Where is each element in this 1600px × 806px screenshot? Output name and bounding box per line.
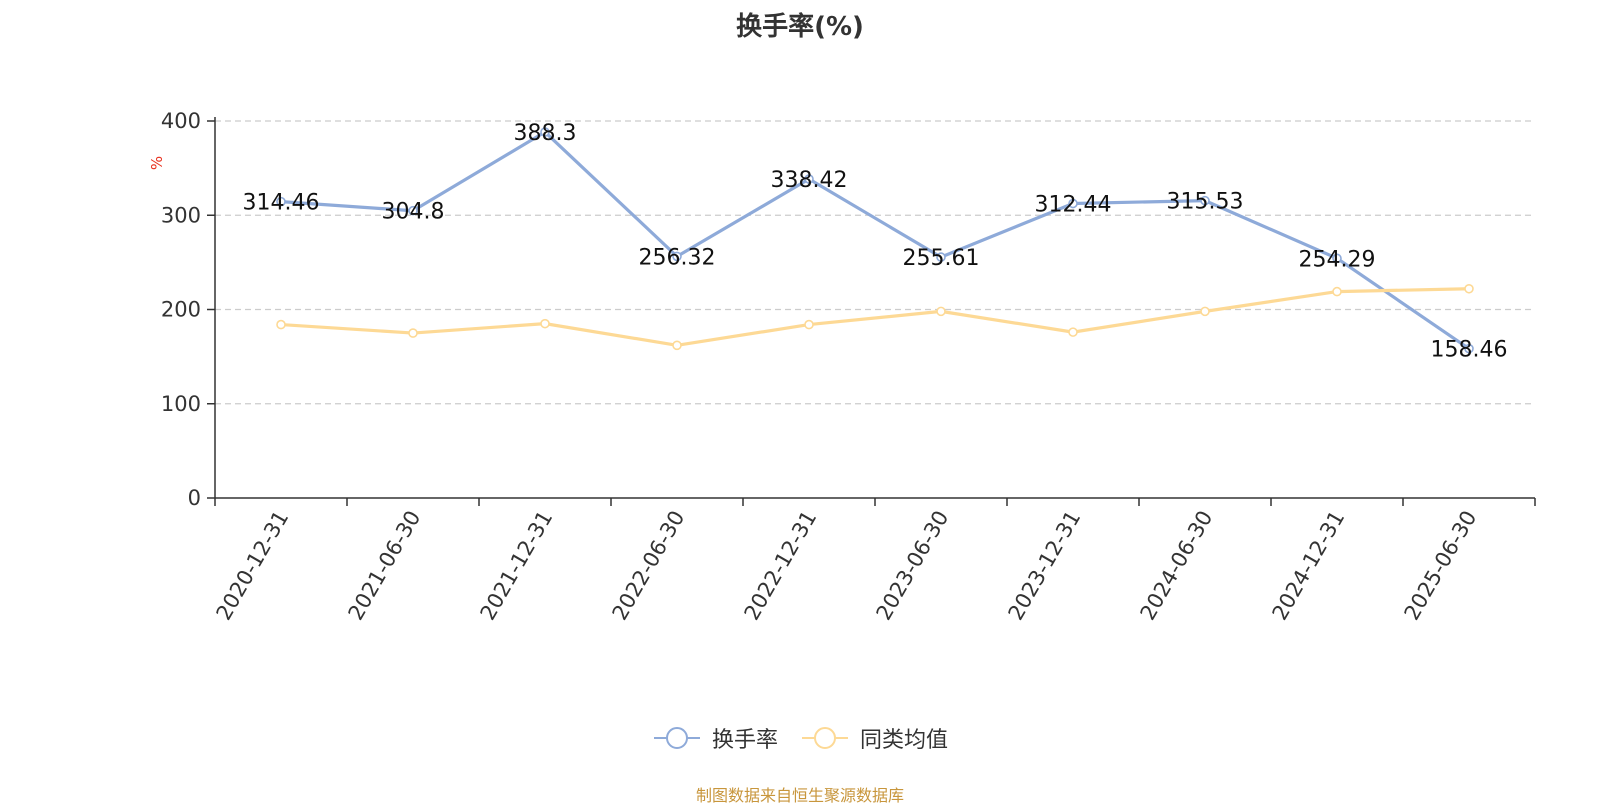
legend-marker-icon — [802, 727, 848, 749]
x-tick-label: 2025-06-30 — [1400, 507, 1482, 625]
legend-label: 同类均值 — [860, 728, 949, 753]
data-point — [1464, 283, 1474, 294]
data-point — [408, 205, 418, 216]
data-point — [1464, 343, 1474, 354]
series-lines — [276, 127, 1474, 354]
data-label: 388.3 — [514, 121, 577, 146]
data-point — [804, 319, 814, 330]
series-line — [280, 287, 1470, 347]
data-label: 338.42 — [771, 168, 848, 193]
legend: 换手率 同类均值 — [0, 722, 1600, 754]
chart-title: 换手率(%) — [736, 12, 864, 42]
data-label: 254.29 — [1299, 247, 1376, 272]
legend-item[interactable]: 换手率 — [652, 722, 778, 754]
y-tick-label: 300 — [161, 203, 201, 227]
data-point — [408, 328, 418, 338]
legend-label: 换手率 — [711, 728, 778, 753]
x-tick-label: 2022-12-31 — [740, 507, 822, 625]
y-tick-label: 400 — [161, 109, 201, 133]
y-tick-label: 200 — [161, 298, 201, 322]
data-point — [804, 174, 814, 184]
data-point — [1068, 198, 1078, 209]
data-label: 304.8 — [382, 200, 445, 225]
data-point — [1200, 306, 1210, 317]
x-tick-label: 2020-12-31 — [212, 507, 294, 625]
y-axis-label: % — [148, 156, 166, 170]
x-tick-label: 2023-06-30 — [872, 507, 954, 625]
data-point — [672, 251, 682, 262]
x-tick-label: 2022-06-30 — [608, 507, 690, 625]
data-point — [936, 306, 946, 317]
data-point — [540, 318, 550, 329]
data-point — [1068, 327, 1078, 337]
legend-marker-icon — [653, 727, 700, 749]
data-label: 256.32 — [639, 245, 716, 270]
data-label: 314.46 — [243, 191, 320, 216]
x-tick-label: 2024-12-31 — [1268, 507, 1350, 625]
series-line — [280, 130, 1470, 350]
data-point — [276, 319, 286, 330]
data-point — [1200, 195, 1210, 206]
data-point — [1332, 253, 1342, 264]
data-point — [672, 340, 682, 351]
x-tick-label: 2021-12-31 — [476, 507, 558, 625]
y-tick-label: 0 — [188, 486, 201, 510]
data-point — [936, 252, 946, 262]
data-point — [276, 196, 286, 207]
x-tick-label: 2024-06-30 — [1136, 507, 1218, 625]
legend-item[interactable]: 同类均值 — [800, 722, 948, 754]
data-point — [540, 127, 550, 137]
grid-lines — [215, 120, 1535, 405]
data-labels: 314.46 304.8 388.3 256.32 338.42 255.61 312.44… — [243, 121, 1508, 363]
data-label: 158.46 — [1431, 338, 1508, 363]
x-tick-label: 2021-06-30 — [344, 507, 426, 625]
x-tick-label: 2023-12-31 — [1004, 507, 1086, 625]
data-point — [1332, 286, 1342, 297]
data-label: 312.44 — [1035, 193, 1112, 218]
data-label: 315.53 — [1167, 190, 1244, 215]
y-tick-label: 100 — [161, 392, 201, 416]
source-note: 制图数据来自恒生聚源数据库 — [695, 786, 904, 805]
data-label: 255.61 — [903, 246, 980, 271]
